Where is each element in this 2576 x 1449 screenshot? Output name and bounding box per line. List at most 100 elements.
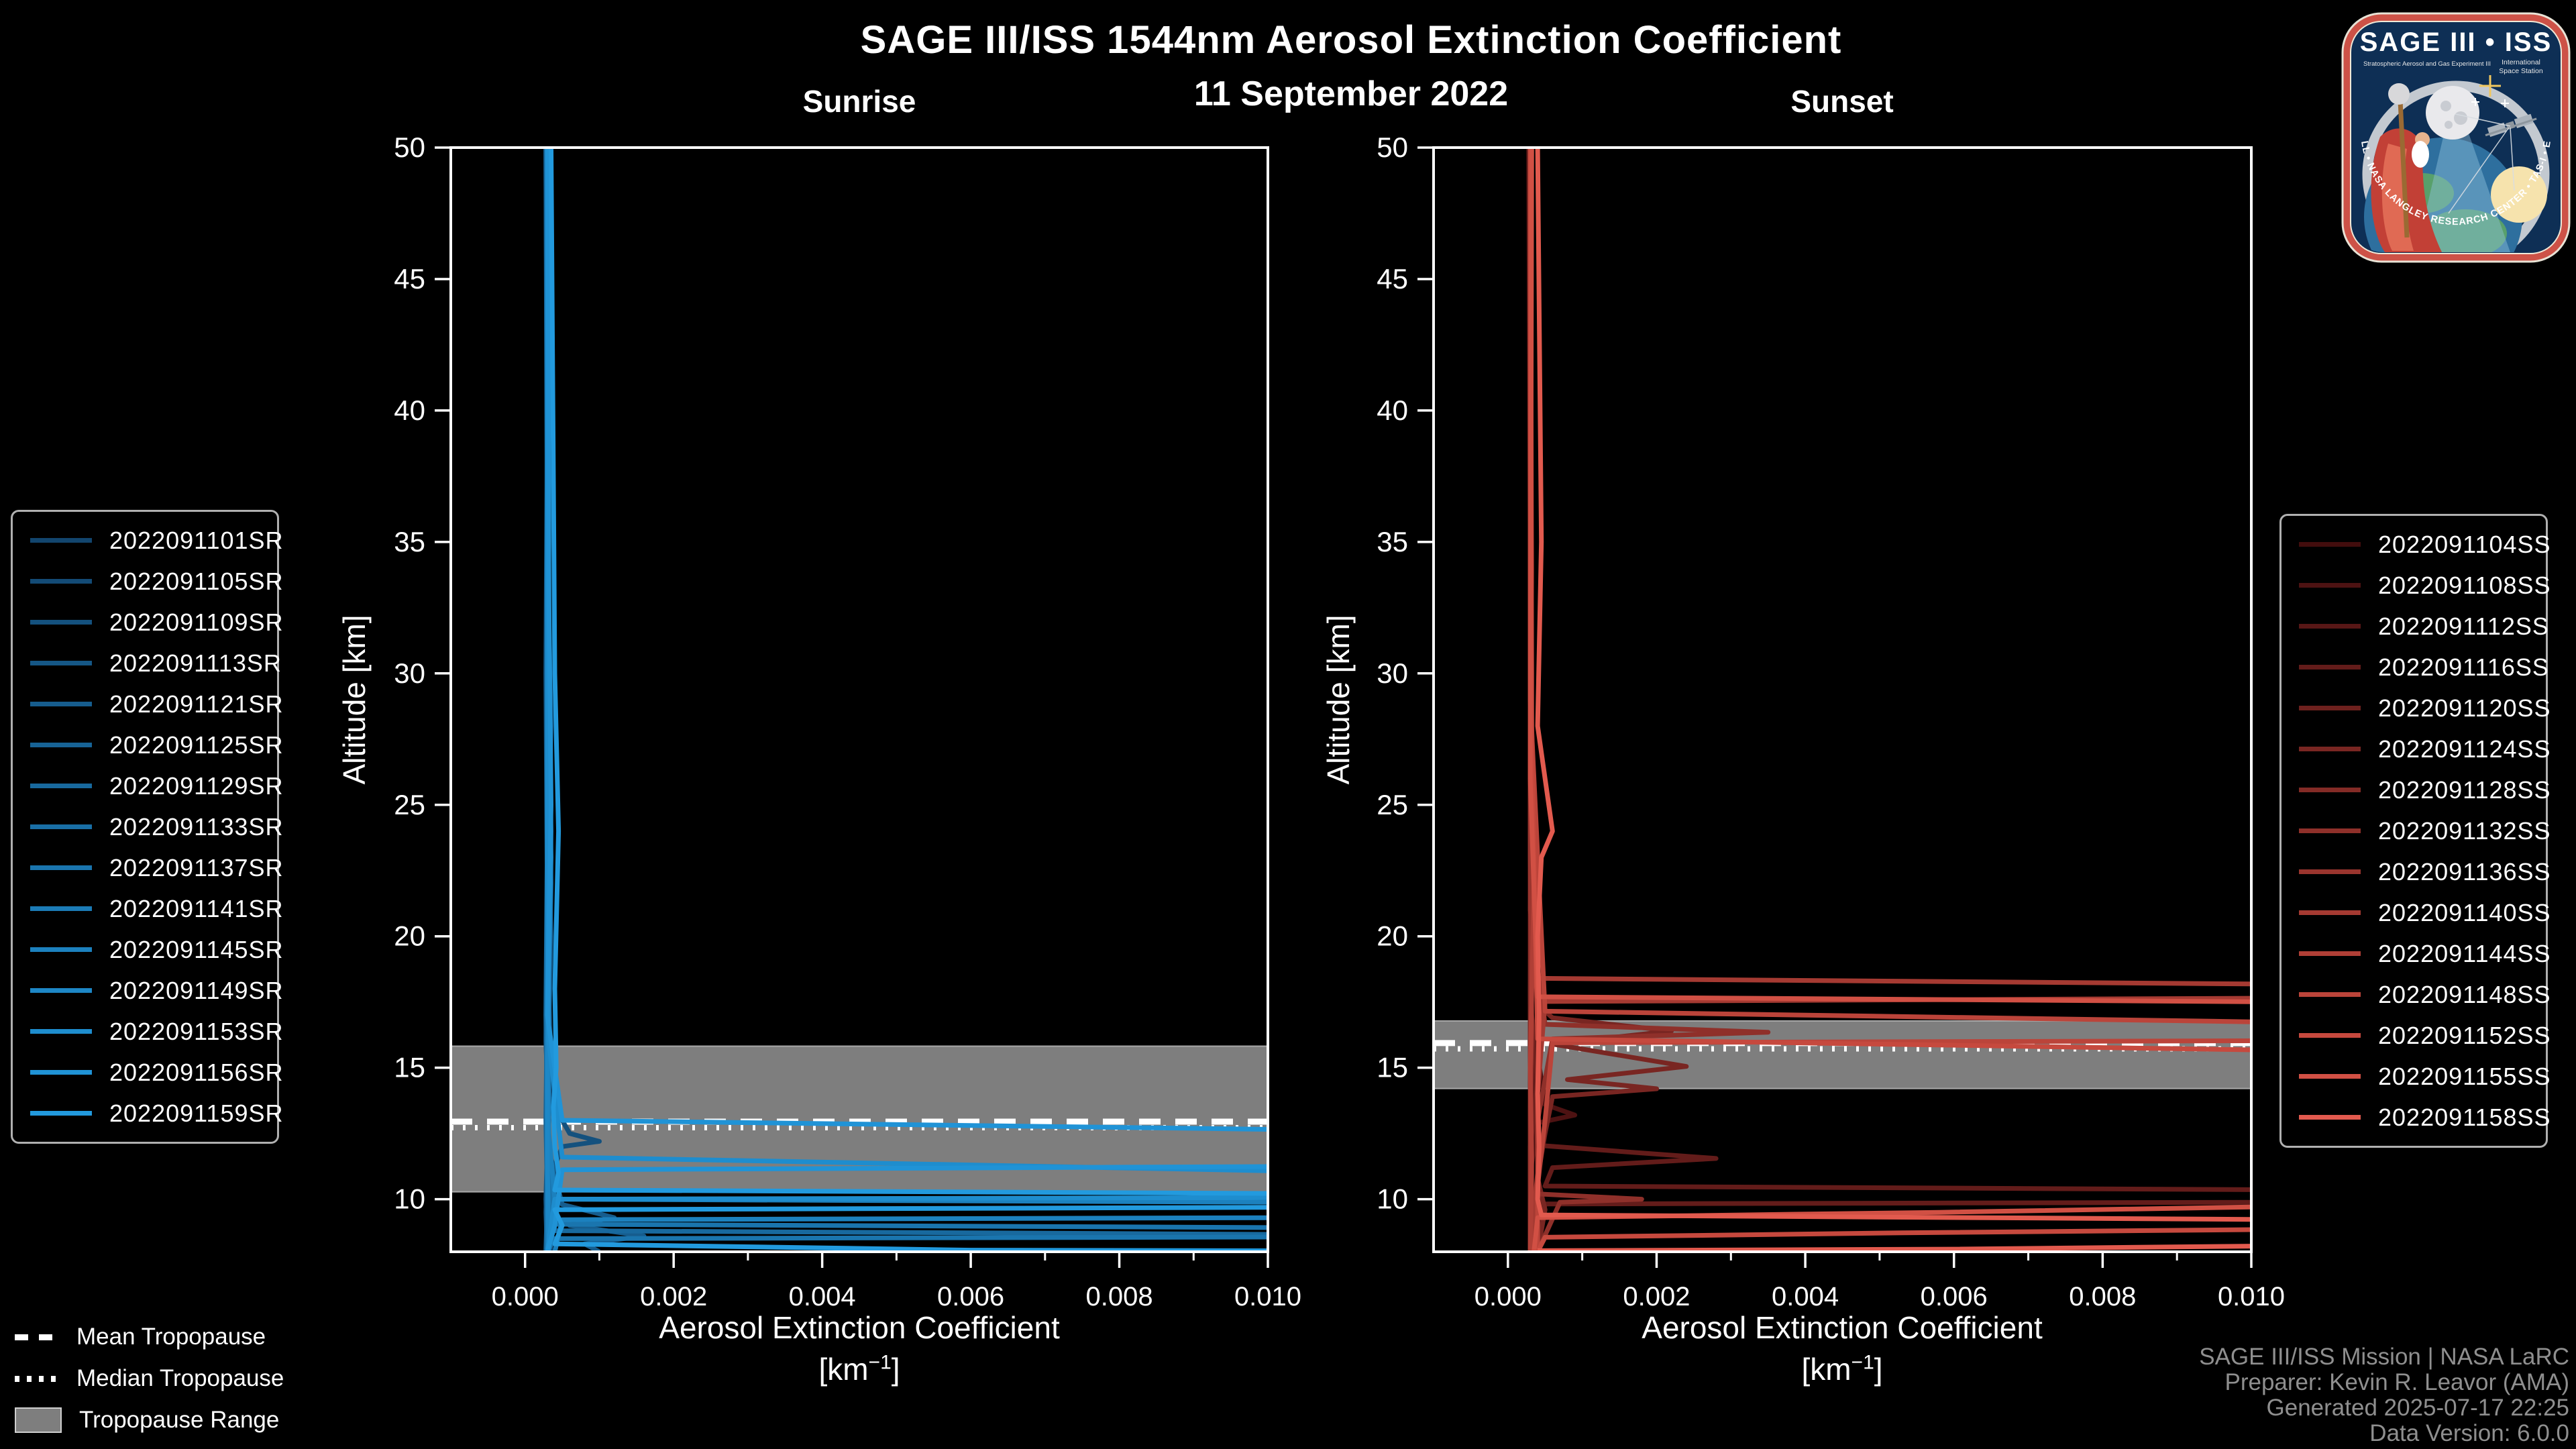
legend-label: 2022091159SR xyxy=(109,1099,284,1127)
sunset-y-tick-label: 30 xyxy=(1377,657,1408,689)
legend-item: 2022091129SR xyxy=(21,765,283,806)
legend-line-swatch xyxy=(30,661,92,665)
sunset-tropopause-range-band xyxy=(1434,1020,2251,1089)
tropopause-legend-label: Mean Tropopause xyxy=(76,1324,266,1350)
logo-moon-icon xyxy=(2426,86,2479,140)
sunrise-y-tick-label: 50 xyxy=(394,131,425,163)
legend-label: 2022091137SR xyxy=(109,853,284,881)
legend-line-swatch xyxy=(2299,665,2361,669)
legend-label: 2022091155SS xyxy=(2378,1062,2551,1090)
sunset-y-tick-label: 40 xyxy=(1377,394,1408,426)
legend-line-swatch xyxy=(2299,1074,2361,1079)
sunrise-legend: 2022091101SR 2022091105SR 2022091109SR 2022… xyxy=(11,510,283,1144)
legend-label: 2022091105SR xyxy=(109,567,284,595)
logo-star-icon xyxy=(2479,75,2501,97)
legend-item: 2022091149SR xyxy=(21,970,283,1011)
legend-item: 2022091108SS xyxy=(2290,565,2551,606)
logo-sun-icon xyxy=(2491,166,2547,223)
logo-subtitle-right2: Space Station xyxy=(2499,67,2543,75)
legend-line-swatch xyxy=(30,620,92,625)
legend-item: 2022091137SR xyxy=(21,847,283,888)
legend-line-swatch xyxy=(2299,828,2361,833)
sunset-y-tick-label: 25 xyxy=(1377,789,1408,820)
legend-item: 2022091128SS xyxy=(2290,769,2551,810)
legend-line-swatch xyxy=(2299,1033,2361,1038)
sunset-legend-items: 2022091104SS 2022091108SS 2022091112SS 2022… xyxy=(2290,524,2551,1138)
legend-label: 2022091128SS xyxy=(2378,775,2551,804)
tropopause-legend-item: Median Tropopause xyxy=(15,1358,284,1399)
legend-item: 2022091125SR xyxy=(21,724,283,765)
legend-item: 2022091133SR xyxy=(21,806,283,847)
sunrise-y-tick-label: 30 xyxy=(394,657,425,689)
logo-title: SAGE III • ISS xyxy=(2360,28,2553,57)
sunrise-y-tick-label: 35 xyxy=(394,526,425,557)
footer-line: Data Version: 6.0.0 xyxy=(2369,1420,2569,1446)
sunset-x-axis-label: Aerosol Extinction Coefficient xyxy=(1642,1310,2043,1345)
sunrise-y-tick-label: 15 xyxy=(394,1052,425,1083)
legend-label: 2022091116SS xyxy=(2378,653,2549,681)
sunrise-plot: 0.000 0.002 0.004 0.006 0.008 0.010 10 15 20 25 30… xyxy=(394,131,1301,1311)
legend-item: 2022091140SS xyxy=(2290,892,2551,933)
legend-line-swatch xyxy=(30,1029,92,1034)
footer-line: Generated 2025-07-17 22:25 xyxy=(2266,1395,2569,1421)
legend-line-swatch xyxy=(30,538,92,543)
legend-item: 2022091153SR xyxy=(21,1011,283,1052)
legend-line-swatch xyxy=(2299,583,2361,588)
logo-light-beam xyxy=(2416,91,2510,252)
sunrise-x-tick-label: 0.002 xyxy=(640,1282,707,1311)
sunset-panel-title: Sunset xyxy=(1790,84,1894,119)
tropopause-legend-label: Tropopause Range xyxy=(79,1407,280,1433)
legend-line-swatch xyxy=(30,947,92,952)
legend-label: 2022091120SS xyxy=(2378,694,2551,722)
legend-item: 2022091121SR xyxy=(21,684,283,724)
main-title: SAGE III/ISS 1544nm Aerosol Extinction C… xyxy=(860,18,1842,62)
sunset-y-tick-label: 10 xyxy=(1377,1183,1408,1215)
legend-label: 2022091140SS xyxy=(2378,898,2551,926)
legend-item: 2022091132SS xyxy=(2290,810,2551,851)
sunset-x-tick-label: 0.008 xyxy=(2069,1282,2136,1311)
sunset-x-tick-label: 0.010 xyxy=(2218,1282,2285,1311)
sunrise-y-tick-label: 20 xyxy=(394,920,425,952)
logo-iss-icon xyxy=(2485,113,2537,138)
legend-label: 2022091158SS xyxy=(2378,1103,2551,1131)
legend-line-swatch xyxy=(30,579,92,584)
profile-2022091156SR xyxy=(545,148,1268,1252)
sunset-y-tick-label: 35 xyxy=(1377,526,1408,557)
legend-line-swatch xyxy=(2299,992,2361,997)
legend-label: 2022091132SS xyxy=(2378,816,2551,845)
sunrise-x-tick-label: 0.006 xyxy=(937,1282,1004,1311)
legend-label: 2022091149SR xyxy=(109,976,284,1004)
sunrise-y-tick-label: 45 xyxy=(394,263,425,294)
legend-label: 2022091104SS xyxy=(2378,530,2551,558)
legend-label: 2022091141SR xyxy=(109,894,284,922)
legend-label: 2022091109SR xyxy=(109,608,284,636)
legend-label: 2022091133SR xyxy=(109,812,284,841)
legend-label: 2022091121SR xyxy=(109,690,284,718)
legend-label: 2022091145SR xyxy=(109,935,284,963)
sunset-x-axis-units: [km−1] xyxy=(1801,1351,1883,1387)
sunset-legend: 2022091104SS 2022091108SS 2022091112SS 2022… xyxy=(2279,514,2551,1148)
sunrise-x-axis-units: [km−1] xyxy=(818,1351,900,1387)
sunrise-plot-frame xyxy=(449,146,1269,1253)
legend-item: 2022091113SR xyxy=(21,643,281,684)
legend-label: 2022091112SS xyxy=(2378,612,2549,640)
sunset-y-tick-label: 45 xyxy=(1377,263,1408,294)
legend-item: 2022091120SS xyxy=(2290,688,2551,729)
legend-item: 2022091159SR xyxy=(21,1093,283,1134)
sunrise-panel-title: Sunrise xyxy=(802,84,916,119)
legend-item: 2022091116SS xyxy=(2290,647,2548,688)
sunrise-y-axis-label: Altitude [km] xyxy=(337,614,372,785)
legend-label: 2022091153SR xyxy=(109,1017,284,1045)
sunset-y-axis-label: Altitude [km] xyxy=(1321,614,1356,785)
sunset-x-tick-label: 0.006 xyxy=(1921,1282,1988,1311)
logo-subtitle-right1: International xyxy=(2502,58,2540,66)
legend-line-swatch xyxy=(30,988,92,993)
legend-label: 2022091129SR xyxy=(109,771,284,800)
box-swatch xyxy=(15,1407,62,1433)
sunrise-legend-items: 2022091101SR 2022091105SR 2022091109SR 2022… xyxy=(21,520,283,1134)
sage-iss-mission-logo: SAGE III • ISS Stratospheric Aerosol and… xyxy=(2341,12,2571,263)
tropopause-legend: Mean Tropopause Median Tropopause Tropopau… xyxy=(15,1316,284,1441)
legend-line-swatch xyxy=(30,865,92,870)
legend-label: 2022091108SS xyxy=(2378,571,2551,599)
sunrise-y-tick-label: 25 xyxy=(394,789,425,820)
